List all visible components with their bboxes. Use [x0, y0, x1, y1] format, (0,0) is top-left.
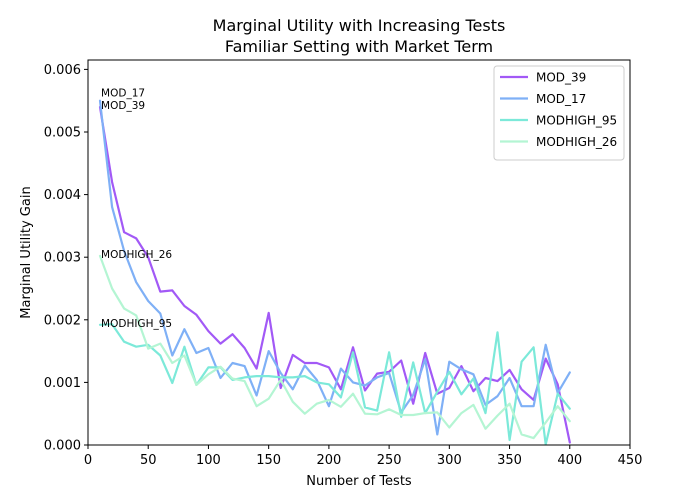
legend-entry-label: MODHIGH_26 — [536, 135, 617, 149]
series-lines — [98, 99, 571, 446]
legend-frame — [493, 65, 625, 161]
x-tick-label: 400 — [557, 453, 582, 468]
y-tick-label: 0.003 — [44, 251, 81, 266]
x-tick-label: 200 — [316, 453, 341, 468]
x-tick-label: 50 — [140, 453, 157, 468]
y-tick-label: 0.000 — [44, 439, 81, 454]
x-axis-ticks: 0 50 100 150 200 250 300 350 400 450 — [84, 445, 643, 468]
chart-title-line-2: Familiar Setting with Market Term — [225, 37, 493, 56]
x-tick-label: 150 — [256, 453, 281, 468]
chart-title-line-1: Marginal Utility with Increasing Tests — [213, 16, 506, 35]
annotation-label: MOD_39 — [101, 100, 145, 112]
x-tick-label: 300 — [437, 453, 462, 468]
annotation-label: MOD_17 — [101, 88, 145, 100]
x-tick-label: 250 — [377, 453, 402, 468]
legend-entry-label: MOD_39 — [536, 71, 586, 85]
y-tick-label: 0.002 — [44, 313, 81, 328]
x-tick-label: 450 — [618, 453, 643, 468]
legend: MOD_39 MOD_17 MODHIGH_95 MODHIGH_26 — [493, 65, 625, 161]
annotation-label: MODHIGH_26 — [101, 249, 172, 261]
series-line-modhigh-26 — [98, 254, 571, 440]
x-axis-label: Number of Tests — [306, 474, 412, 489]
y-tick-label: 0.001 — [44, 376, 81, 391]
legend-entry-label: MODHIGH_95 — [536, 114, 617, 128]
annotation-label: MODHIGH_95 — [101, 318, 172, 330]
y-tick-label: 0.006 — [44, 63, 81, 78]
y-tick-label: 0.005 — [44, 125, 81, 140]
plot-area-frame — [87, 59, 631, 446]
y-tick-label: 0.004 — [44, 188, 81, 203]
x-tick-label: 100 — [196, 453, 221, 468]
y-axis-label: Marginal Utility Gain — [19, 186, 34, 318]
legend-entry-label: MOD_17 — [536, 92, 586, 106]
series-line-modhigh-95 — [98, 323, 571, 446]
x-tick-label: 350 — [497, 453, 522, 468]
series-line-mod-17 — [98, 99, 571, 436]
x-tick-label: 0 — [84, 453, 92, 468]
y-axis-ticks: 0.000 0.001 0.002 0.003 0.004 0.005 0.006 — [44, 63, 88, 454]
